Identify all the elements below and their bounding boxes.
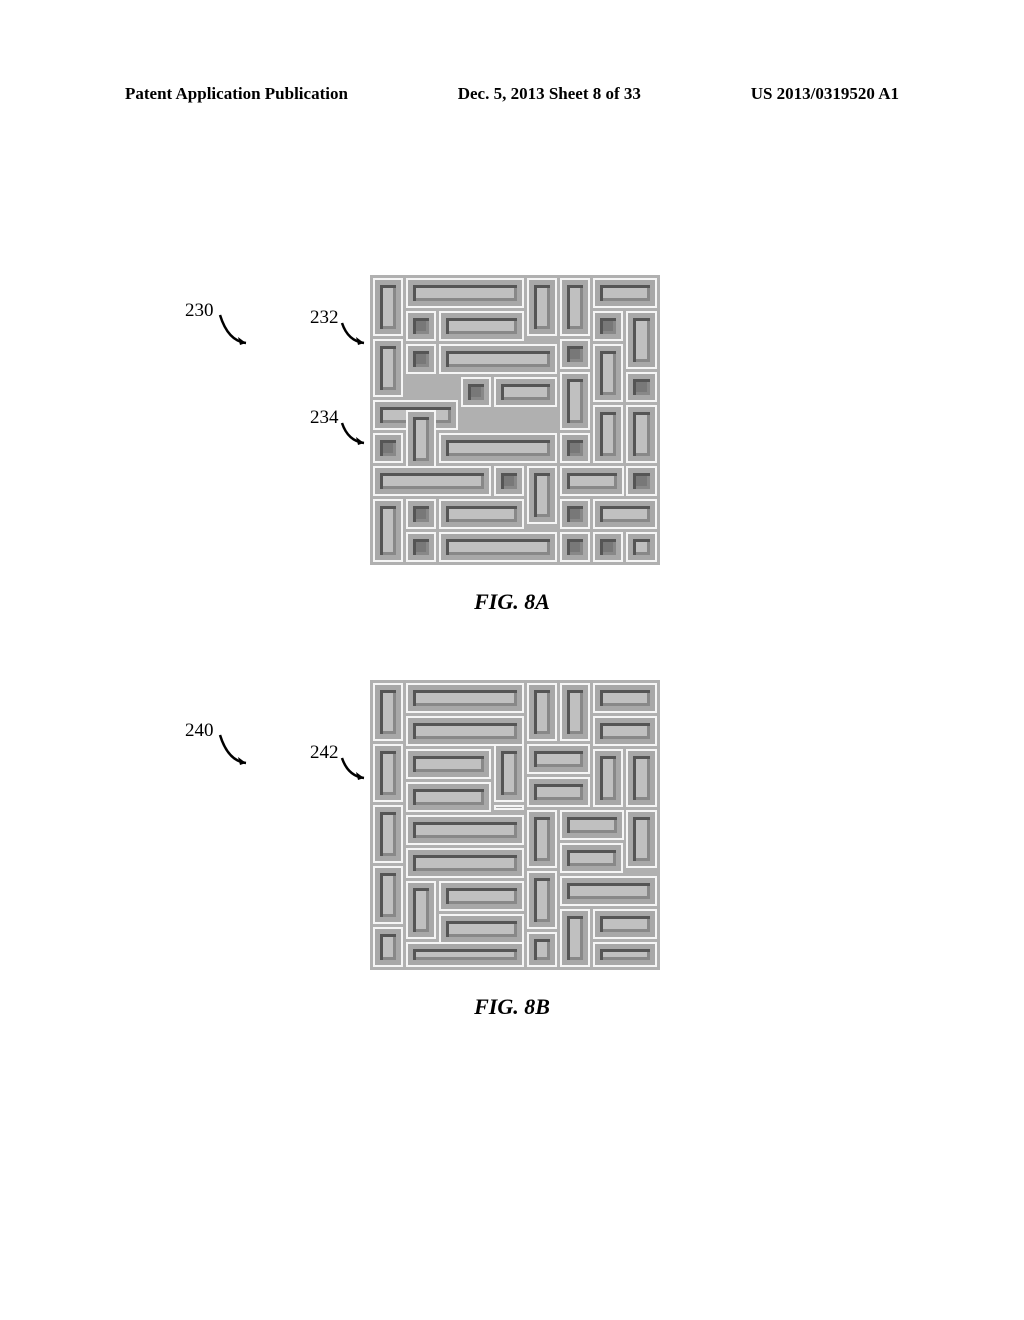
pattern-block — [560, 810, 624, 840]
pattern-block — [373, 866, 403, 924]
pattern-block — [626, 466, 657, 496]
pattern-block — [406, 749, 491, 779]
pattern-block — [593, 311, 623, 341]
pattern-block — [406, 716, 524, 746]
pattern-block — [406, 344, 436, 374]
pattern-block — [494, 377, 557, 407]
pattern-block — [527, 871, 557, 929]
pattern-block — [406, 848, 524, 878]
ref-232-label: 232 — [310, 307, 339, 329]
pattern-block — [626, 749, 657, 807]
pattern-block — [439, 532, 557, 562]
pattern-block — [406, 278, 524, 308]
pattern-block — [406, 782, 491, 812]
pattern-block — [406, 881, 436, 939]
pattern-block — [527, 810, 557, 868]
pattern-block — [593, 278, 657, 308]
ref-230-lead — [218, 313, 258, 358]
pattern-block — [439, 914, 524, 944]
pattern-block — [406, 499, 436, 529]
pattern-block — [373, 499, 403, 562]
pattern-block — [439, 433, 557, 463]
pattern-block — [593, 405, 623, 463]
pattern-block — [560, 843, 623, 873]
pattern-block — [626, 372, 657, 402]
pattern-block — [494, 805, 524, 810]
pattern-block — [373, 805, 403, 863]
pattern-block — [527, 278, 557, 336]
pattern-block — [560, 339, 590, 369]
pattern-block — [560, 532, 590, 562]
caption-8a: FIG. 8A — [0, 589, 1024, 615]
pattern-block — [593, 716, 657, 746]
pattern-block — [494, 744, 524, 802]
ref-242-lead — [340, 756, 375, 791]
ref-234-label: 234 — [310, 407, 339, 429]
ref-232-lead — [340, 321, 375, 356]
pattern-block — [593, 683, 657, 713]
pattern-block — [560, 278, 590, 336]
pattern-block — [439, 499, 524, 529]
header-left: Patent Application Publication — [125, 84, 348, 104]
pattern-block — [494, 466, 524, 496]
ref-234-lead — [340, 421, 375, 456]
pattern-block — [373, 278, 403, 336]
pattern-block — [439, 311, 524, 341]
pattern-block — [406, 532, 436, 562]
pattern-block — [439, 344, 557, 374]
pattern-8b — [370, 680, 660, 970]
pattern-block — [560, 909, 590, 967]
pattern-block — [593, 532, 623, 562]
pattern-8a — [370, 275, 660, 565]
pattern-block — [527, 777, 590, 807]
pattern-block — [373, 744, 403, 802]
pattern-block — [527, 683, 557, 741]
caption-8b: FIG. 8B — [0, 994, 1024, 1020]
ref-242-label: 242 — [310, 742, 339, 764]
pattern-block — [560, 683, 590, 741]
page-header: Patent Application Publication Dec. 5, 2… — [125, 84, 899, 104]
pattern-block — [406, 942, 524, 967]
pattern-block — [560, 499, 590, 529]
pattern-block — [560, 372, 590, 430]
pattern-block — [373, 683, 403, 741]
pattern-block — [406, 311, 436, 341]
pattern-block — [593, 749, 623, 807]
pattern-block — [593, 344, 623, 402]
pattern-block — [439, 881, 524, 911]
pattern-block — [560, 876, 657, 906]
pattern-block — [593, 909, 657, 939]
pattern-block — [406, 815, 524, 845]
header-right: US 2013/0319520 A1 — [751, 84, 899, 104]
pattern-block — [626, 532, 657, 562]
pattern-block — [626, 311, 657, 369]
pattern-block — [373, 339, 403, 397]
pattern-block — [527, 466, 557, 524]
pattern-block — [527, 744, 590, 774]
pattern-block — [406, 683, 524, 713]
pattern-block — [593, 499, 657, 529]
pattern-block — [527, 932, 557, 967]
pattern-block — [461, 377, 491, 407]
ref-240-label: 240 — [185, 720, 214, 742]
pattern-block — [373, 466, 491, 496]
pattern-block — [373, 927, 403, 967]
ref-230-label: 230 — [185, 300, 214, 322]
pattern-block — [626, 405, 657, 463]
pattern-block — [626, 810, 657, 868]
pattern-block — [373, 433, 403, 463]
pattern-block — [560, 433, 590, 463]
pattern-block — [593, 942, 657, 967]
ref-240-lead — [218, 733, 258, 778]
pattern-block — [560, 466, 624, 496]
header-center: Dec. 5, 2013 Sheet 8 of 33 — [458, 84, 641, 104]
pattern-block — [406, 410, 436, 468]
